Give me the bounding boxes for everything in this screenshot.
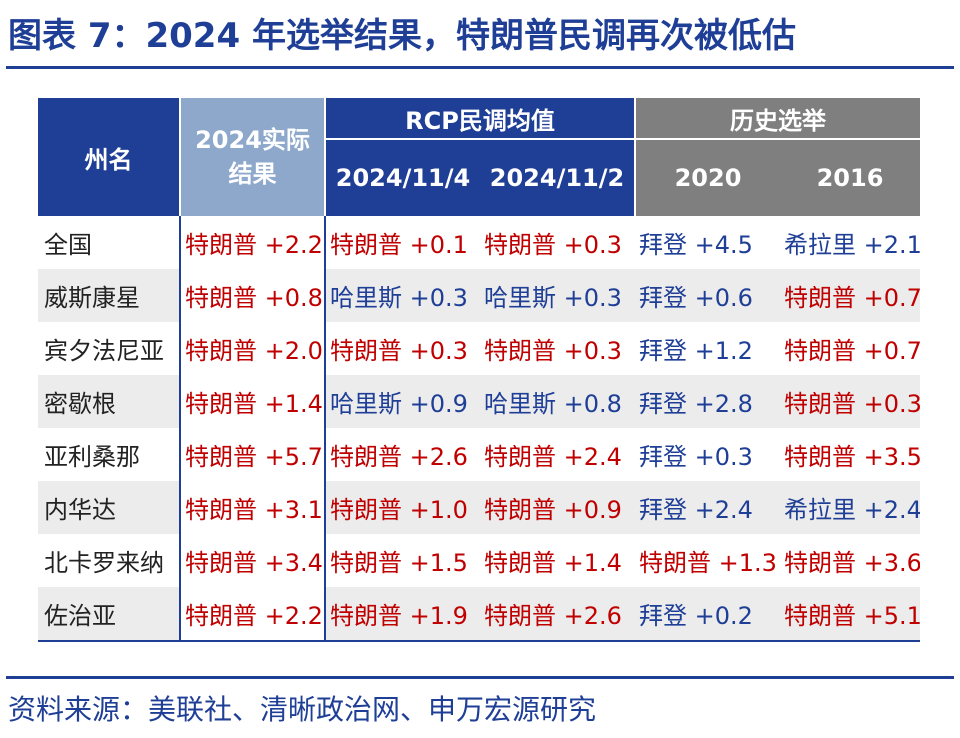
cell-actual: 特朗普 +3.1 [179,481,326,534]
cell-rcp2: 特朗普 +1.4 [484,549,622,577]
cell-y2016: 特朗普 +5.1 [780,587,920,642]
cell-state: 北卡罗来纳 [44,549,164,577]
table-row: 全国 特朗普 +2.2 特朗普 +0.1 特朗普 +0.3 拜登 +4.5 希拉里 +2.… [38,216,920,269]
header-history: 历史选举 [634,98,920,140]
cell-rcp2: 特朗普 +2.4 [484,443,622,471]
cell-state: 宾夕法尼亚 [44,337,164,365]
cell-actual: 特朗普 +3.4 [179,534,326,587]
cell-rcp1: 特朗普 +0.3 [330,337,468,365]
cell-y2020: 拜登 +1.2 [639,337,753,365]
cell-actual: 特朗普 +5.7 [179,428,326,481]
table-row: 北卡罗来纳 特朗普 +3.4 特朗普 +1.5 特朗普 +1.4 特朗普 +1.3 特朗普… [38,534,920,587]
cell-rcp2: 特朗普 +0.3 [484,231,622,259]
cell-state: 全国 [44,231,92,259]
cell-y2016: 特朗普 +0.7 [780,269,920,322]
cell-actual: 特朗普 +0.8 [179,269,326,322]
cell-actual: 特朗普 +2.2 [179,216,326,269]
table-row: 亚利桑那 特朗普 +5.7 特朗普 +2.6 特朗普 +2.4 拜登 +0.3 特朗普 +… [38,428,920,481]
cell-state: 亚利桑那 [44,443,140,471]
cell-state: 内华达 [38,481,180,534]
cell-y2020: 拜登 +2.4 [635,481,780,534]
header-actual-result: 2024实际 结果 [179,98,325,216]
cell-y2016: 特朗普 +0.3 [780,375,920,428]
cell-rcp2: 哈里斯 +0.3 [480,269,635,322]
cell-rcp1: 特朗普 +1.9 [325,587,480,642]
table-row: 密歇根 特朗普 +1.4 哈里斯 +0.9 哈里斯 +0.8 拜登 +2.8 特朗普 +0… [38,375,920,428]
cell-y2020: 特朗普 +1.3 [639,549,777,577]
cell-rcp1: 特朗普 +1.0 [325,481,480,534]
cell-y2020: 拜登 +0.2 [635,587,780,642]
header-actual-line2: 结果 [228,160,277,188]
cell-state: 密歇根 [38,375,180,428]
table-row: 威斯康星 特朗普 +0.8 哈里斯 +0.3 哈里斯 +0.3 拜登 +0.6 特朗普 +… [38,269,920,322]
footer-divider [6,676,954,679]
table-body: 全国 特朗普 +2.2 特朗普 +0.1 特朗普 +0.3 拜登 +4.5 希拉里 +2.… [38,216,920,642]
cell-actual: 特朗普 +2.2 [179,587,326,642]
cell-rcp2: 哈里斯 +0.8 [480,375,635,428]
header-year-2016: 2016 [780,139,920,216]
cell-y2020: 拜登 +0.3 [639,443,753,471]
table-row: 佐治亚 特朗普 +2.2 特朗普 +1.9 特朗普 +2.6 拜登 +0.2 特朗普 +5… [38,587,920,642]
cell-rcp1: 特朗普 +0.1 [330,231,468,259]
header-state: 州名 [38,98,180,216]
cell-y2016: 希拉里 +2.1 [784,231,920,259]
cell-y2016: 特朗普 +0.7 [784,337,920,365]
cell-y2016: 希拉里 +2.4 [780,481,920,534]
cell-rcp1: 特朗普 +1.5 [330,549,468,577]
header-year-2020: 2020 [634,139,780,216]
cell-state: 威斯康星 [38,269,180,322]
cell-actual: 特朗普 +2.0 [179,322,326,375]
header-rcp-date-1: 2024/11/4 [324,139,480,216]
cell-y2016: 特朗普 +3.6 [784,549,920,577]
cell-rcp2: 特朗普 +0.3 [484,337,622,365]
cell-rcp1: 哈里斯 +0.3 [325,269,480,322]
cell-y2020: 拜登 +2.8 [635,375,780,428]
cell-rcp2: 特朗普 +0.9 [480,481,635,534]
source-note: 资料来源：美联社、清晰政治网、申万宏源研究 [8,693,597,726]
header-rcp-date-2: 2024/11/2 [480,139,635,216]
cell-y2020: 拜登 +4.5 [639,231,753,259]
election-results-table: 州名 2024实际 结果 RCP民调均值 历史选举 2024/11/4 2024… [38,98,920,642]
header-rcp-average: RCP民调均值 [324,98,635,140]
cell-actual: 特朗普 +1.4 [179,375,326,428]
cell-rcp2: 特朗普 +2.6 [480,587,635,642]
cell-state: 佐治亚 [38,587,180,642]
cell-y2020: 拜登 +0.6 [635,269,780,322]
cell-rcp1: 哈里斯 +0.9 [325,375,480,428]
page-title: 图表 7：2024 年选举结果，特朗普民调再次被低估 [8,16,796,56]
header-actual-line1: 2024实际 [195,126,310,154]
cell-y2016: 特朗普 +3.5 [784,443,920,471]
cell-rcp1: 特朗普 +2.6 [330,443,468,471]
table-row: 宾夕法尼亚 特朗普 +2.0 特朗普 +0.3 特朗普 +0.3 拜登 +1.2 特朗普 … [38,322,920,375]
title-divider [6,66,954,69]
table-row: 内华达 特朗普 +3.1 特朗普 +1.0 特朗普 +0.9 拜登 +2.4 希拉里 +2… [38,481,920,534]
